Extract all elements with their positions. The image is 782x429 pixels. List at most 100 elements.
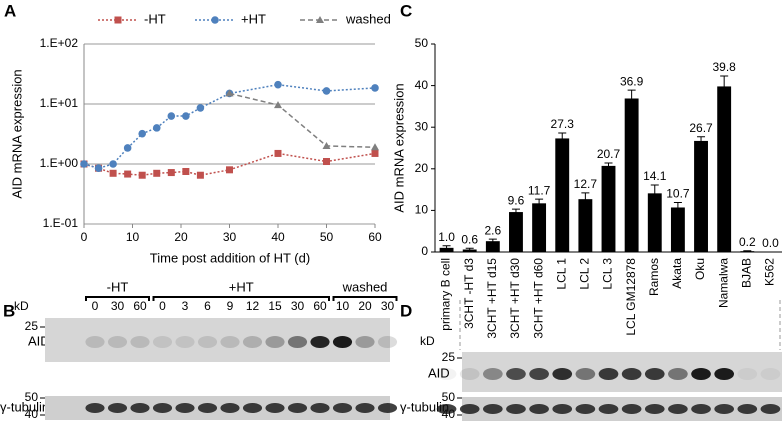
marker (371, 84, 379, 92)
error-bar (650, 184, 659, 203)
kd-label: kD (420, 334, 435, 348)
marker (196, 171, 204, 179)
x-tick-label: Akata (670, 258, 684, 289)
x-tick-label: LCL GM12878 (624, 258, 638, 336)
lane-label: 3 (182, 299, 189, 313)
group-bracket (332, 296, 398, 301)
band (130, 403, 150, 413)
marker (80, 160, 88, 168)
band (714, 404, 734, 414)
band (85, 336, 105, 348)
size-marker: 25 (442, 350, 456, 364)
lane-label: 6 (204, 299, 211, 313)
value-label: 39.8 (712, 60, 736, 74)
group-label: washed (342, 279, 388, 294)
y-tick-label: 1.E+01 (40, 96, 79, 110)
y-axis-label: AID mRNA expression (391, 83, 406, 212)
bar (485, 241, 500, 252)
marker (153, 169, 161, 177)
marker (182, 112, 190, 120)
x-tick-label: Namalwa (716, 258, 730, 308)
marker (371, 149, 379, 157)
bar (624, 98, 639, 252)
error-bar (720, 75, 729, 98)
panel-label: B (3, 301, 15, 320)
marker (323, 158, 330, 166)
bar (555, 138, 570, 252)
band (691, 368, 711, 380)
band (644, 404, 665, 414)
group-label: +HT (229, 279, 254, 294)
marker (274, 101, 282, 109)
legend-label: +HT (241, 11, 266, 26)
x-tick-label: 10 (126, 230, 140, 244)
lane-label: 9 (227, 299, 234, 313)
value-label: 36.9 (620, 74, 644, 88)
band (668, 404, 688, 414)
band (197, 403, 218, 413)
y-tick-label: 40 (415, 78, 429, 92)
x-tick-label: 30 (223, 230, 237, 244)
value-label: 10.7 (666, 187, 690, 201)
band (714, 368, 734, 380)
marker (167, 112, 176, 120)
legend-marker (114, 16, 122, 24)
bar (647, 193, 662, 252)
error-bar (604, 162, 613, 170)
value-label: 14.1 (643, 169, 667, 183)
band (107, 403, 128, 413)
band (175, 403, 195, 413)
blot-aid (45, 318, 390, 362)
size-marker: 40 (25, 407, 39, 421)
panel-label: C (400, 1, 412, 20)
band (310, 336, 330, 348)
band (506, 368, 526, 380)
error-bar (558, 132, 567, 145)
error-bar (535, 198, 544, 208)
band (355, 336, 375, 348)
y-tick-label: 1.E+00 (40, 156, 79, 170)
legend-marker (211, 16, 219, 24)
band (436, 404, 457, 414)
marker (124, 170, 132, 178)
error-bar (488, 238, 497, 244)
x-tick-label: LCL 1 (554, 258, 568, 290)
band (265, 403, 285, 413)
value-label: 2.6 (484, 223, 501, 237)
x-tick-label: 3CHT +HT d30 (508, 258, 522, 339)
band (355, 403, 375, 413)
error-bar (673, 201, 682, 213)
y-tick-label: 10 (415, 203, 429, 217)
band (668, 368, 688, 380)
panel-label: D (400, 301, 412, 320)
row-label: γ-tubulin (0, 399, 49, 414)
lane-label: 60 (313, 299, 327, 313)
series-line (229, 92, 376, 149)
band (529, 404, 549, 414)
y-tick-label: 30 (415, 119, 429, 133)
band (436, 368, 457, 380)
band (621, 368, 642, 380)
connector (459, 300, 781, 350)
y-tick-label: 20 (415, 161, 429, 175)
lane-label: 10 (336, 299, 350, 313)
band (575, 404, 596, 414)
y-tick-label: 0 (421, 244, 428, 258)
band (377, 336, 398, 348)
value-label: 0.0 (762, 236, 779, 250)
band (85, 403, 105, 413)
band (459, 404, 480, 414)
value-label: 1.0 (438, 230, 455, 244)
lane-label: 30 (291, 299, 305, 313)
band (332, 403, 353, 413)
band (598, 404, 619, 414)
y-tick-label: 1.E+02 (40, 36, 79, 50)
lane-label: 12 (246, 299, 260, 313)
size-marker: 50 (442, 390, 456, 404)
x-tick-label: 50 (320, 230, 334, 244)
group-bracket (152, 296, 330, 301)
row-label: γ-tubulin (400, 399, 449, 414)
band (220, 403, 240, 413)
error-bar (511, 208, 520, 216)
